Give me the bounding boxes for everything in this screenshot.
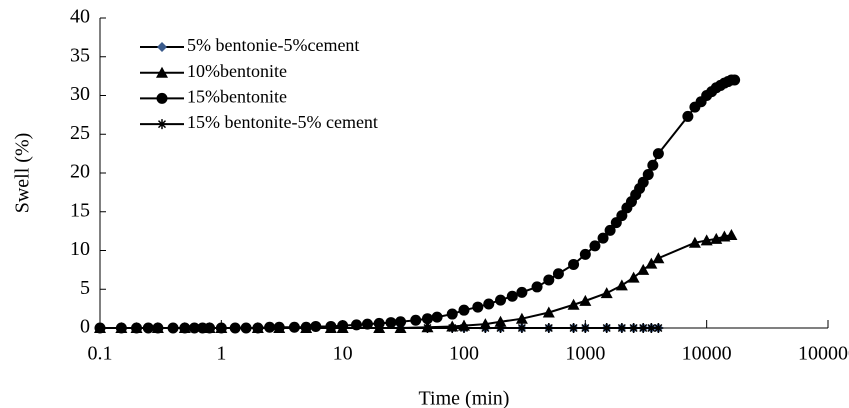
marker (252, 323, 263, 333)
marker (310, 320, 322, 332)
marker (604, 224, 616, 236)
marker (552, 268, 564, 280)
marker (385, 317, 397, 329)
marker (506, 290, 518, 302)
marker (95, 323, 105, 333)
marker (627, 271, 640, 283)
marker (495, 294, 507, 306)
marker (472, 301, 484, 313)
marker (480, 323, 491, 333)
marker (410, 314, 422, 326)
marker (700, 234, 713, 246)
marker (615, 279, 628, 291)
marker (645, 257, 658, 269)
marker (580, 323, 591, 333)
x-tick-label: 1 (216, 343, 226, 365)
x-tick-label: 10 (333, 343, 353, 365)
marker (568, 323, 579, 333)
marker (458, 304, 470, 316)
marker (616, 323, 627, 333)
y-axis-label: Swell (%) (12, 133, 34, 214)
y-tick-label: 40 (70, 6, 90, 28)
x-tick-label: 0.1 (88, 343, 113, 365)
marker (652, 252, 665, 264)
marker (301, 323, 312, 333)
marker (543, 274, 555, 286)
x-tick-label: 10000 (682, 343, 732, 365)
legend-label: 5% bentonie-5%cement (187, 35, 359, 55)
marker (531, 281, 543, 293)
marker (152, 323, 163, 333)
marker (543, 323, 554, 333)
series (95, 323, 664, 333)
marker (638, 323, 649, 333)
marker (204, 323, 215, 333)
y-tick-label: 15 (70, 199, 90, 221)
marker (579, 248, 591, 260)
marker (274, 323, 285, 333)
marker (568, 258, 580, 270)
marker (688, 236, 701, 248)
marker (597, 232, 609, 244)
y-tick-label: 5 (80, 277, 90, 299)
marker (216, 323, 227, 333)
marker (431, 311, 443, 323)
legend-marker (156, 66, 168, 78)
marker (421, 313, 433, 325)
legend-label: 10%bentonite (187, 61, 287, 81)
marker (542, 306, 555, 318)
marker (579, 294, 592, 306)
y-tick-label: 25 (70, 122, 90, 144)
marker (601, 323, 612, 333)
marker (647, 159, 659, 171)
marker (422, 323, 433, 333)
legend-marker (157, 119, 167, 130)
y-tick-label: 10 (70, 238, 90, 260)
marker (447, 323, 458, 333)
marker (516, 323, 527, 333)
marker (729, 74, 741, 86)
y-tick-label: 20 (70, 161, 90, 183)
marker (600, 287, 613, 299)
x-tick-label: 100 (449, 343, 479, 365)
legend-marker (156, 92, 168, 104)
marker (725, 229, 738, 240)
y-tick-label: 30 (70, 83, 90, 105)
marker (589, 240, 601, 252)
legend-marker (157, 42, 167, 52)
x-tick-label: 100000 (798, 343, 849, 365)
marker (682, 110, 694, 122)
marker (652, 148, 664, 160)
marker (646, 323, 657, 333)
marker (116, 323, 127, 333)
x-axis-label: Time (min) (419, 388, 510, 408)
marker (495, 323, 506, 333)
marker (459, 323, 469, 333)
y-tick-label: 0 (80, 316, 90, 338)
marker (515, 312, 528, 324)
marker (653, 323, 664, 333)
marker (642, 169, 654, 181)
marker (337, 323, 348, 333)
marker (483, 298, 495, 310)
marker (325, 323, 336, 333)
legend-label: 15% bentonite-5% cement (187, 112, 378, 132)
marker (179, 323, 190, 333)
marker (637, 263, 650, 275)
y-tick-label: 35 (70, 44, 90, 66)
marker (567, 298, 580, 310)
marker (516, 286, 528, 298)
marker (131, 323, 142, 333)
marker (361, 318, 373, 330)
marker (446, 308, 458, 320)
legend-label: 15%bentonite (187, 87, 287, 107)
marker (395, 323, 406, 333)
x-tick-label: 1000 (565, 343, 605, 365)
marker (374, 323, 385, 333)
marker (628, 323, 639, 333)
